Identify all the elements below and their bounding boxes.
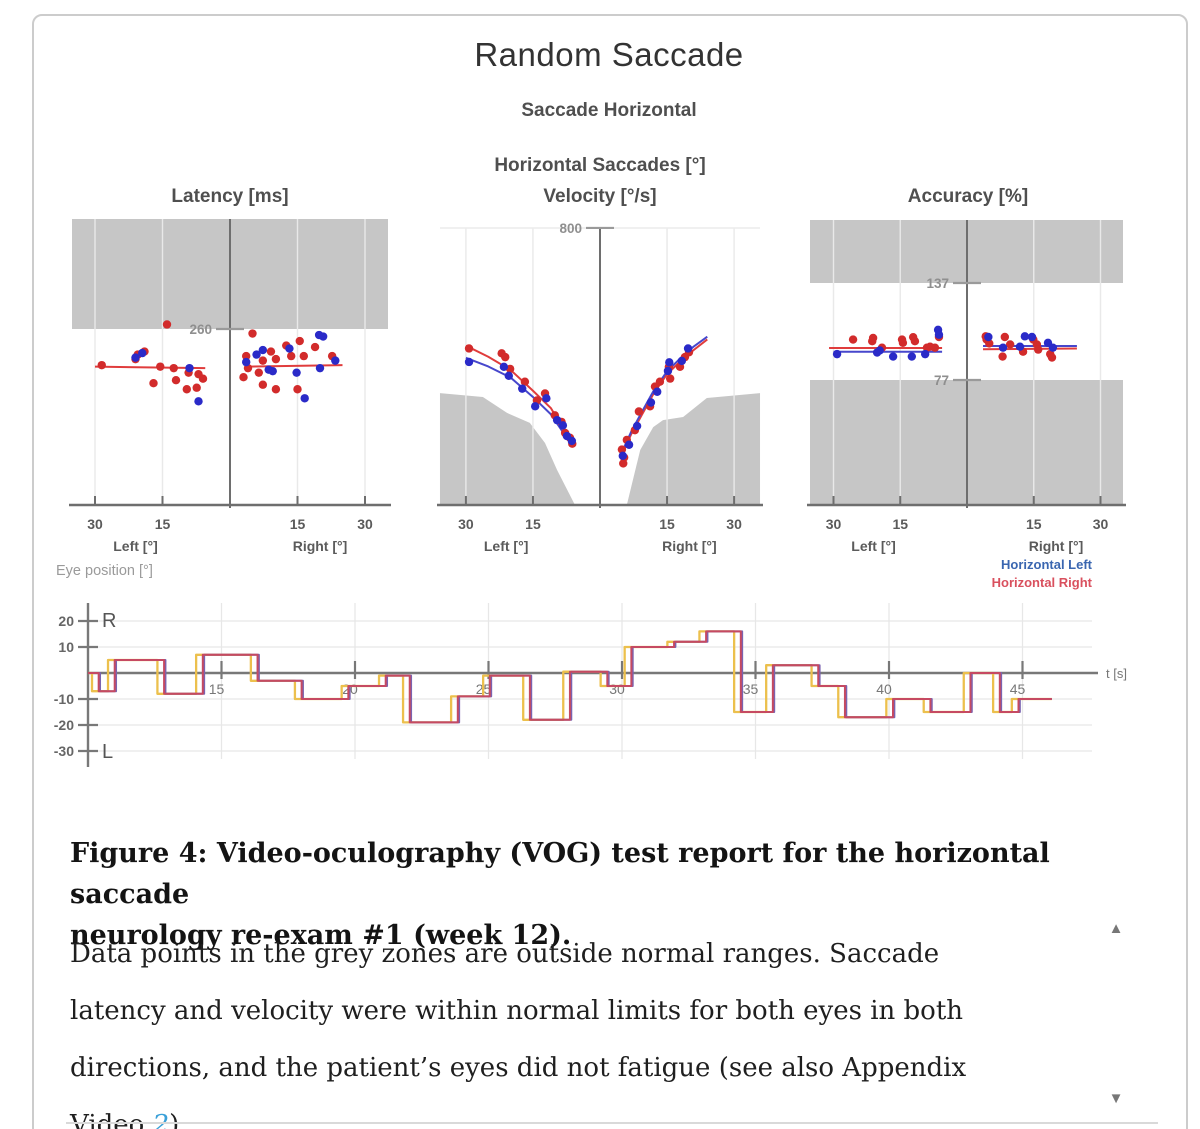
svg-text:45: 45	[1010, 681, 1026, 697]
svg-text:-20: -20	[54, 717, 74, 733]
figure-caption-heading: Figure 4: Video-oculography (VOG) test r…	[70, 838, 1050, 951]
svg-text:15: 15	[659, 516, 675, 532]
svg-text:30: 30	[458, 516, 474, 532]
svg-text:10: 10	[58, 639, 74, 655]
svg-text:800: 800	[559, 221, 582, 236]
svg-text:30: 30	[1093, 516, 1109, 532]
svg-text:15: 15	[290, 516, 306, 532]
svg-text:-30: -30	[54, 743, 74, 759]
svg-text:Right [°]: Right [°]	[293, 538, 348, 554]
svg-text:30: 30	[357, 516, 373, 532]
page-title: Random Saccade	[474, 36, 744, 73]
svg-text:15: 15	[1026, 516, 1042, 532]
svg-text:137: 137	[926, 276, 949, 291]
svg-text:260: 260	[189, 322, 212, 337]
accuracy-chart: 137 77 30 30 15 15 Left [°] Right [°]	[807, 220, 1126, 554]
svg-text:R: R	[102, 610, 116, 632]
page-subtitle: Saccade Horizontal	[521, 100, 697, 121]
legend-horizontal-left: Horizontal Left	[1001, 557, 1092, 572]
section-divider	[66, 1122, 1158, 1124]
svg-text:30: 30	[726, 516, 742, 532]
legend-horizontal-right: Horizontal Right	[991, 575, 1092, 590]
report-card	[32, 14, 1188, 1129]
svg-text:Left [°]: Left [°]	[484, 538, 528, 554]
svg-text:Right [°]: Right [°]	[1029, 538, 1084, 554]
eye-trace-legend: Horizontal Left Horizontal Right	[880, 556, 1092, 592]
eye-position-axis-title: Eye position [°]	[56, 563, 153, 579]
caption-body-lines: Data points in the grey zones are outsid…	[70, 939, 967, 1083]
svg-text:15: 15	[209, 681, 225, 697]
svg-text:30: 30	[87, 516, 103, 532]
scroll-down-icon[interactable]: ▼	[1108, 1090, 1124, 1107]
accuracy-chart-title: Accuracy [%]	[907, 186, 1029, 207]
svg-text:t [s]: t [s]	[1106, 666, 1127, 681]
svg-text:15: 15	[155, 516, 171, 532]
latency-chart-title: Latency [ms]	[171, 186, 289, 207]
velocity-chart-title: Velocity [°/s]	[543, 186, 657, 207]
svg-text:77: 77	[934, 373, 949, 388]
velocity-chart-suptitle: Horizontal Saccades [°]	[494, 155, 706, 176]
caption-last-line: Video 2).	[70, 1097, 1115, 1129]
caption-last-line-suffix: ).	[169, 1110, 188, 1129]
svg-text:15: 15	[525, 516, 541, 532]
svg-text:Right [°]: Right [°]	[662, 538, 717, 554]
svg-text:30: 30	[826, 516, 842, 532]
svg-text:40: 40	[876, 681, 892, 697]
figure-caption-body: Data points in the grey zones are outsid…	[70, 926, 1115, 1129]
svg-text:15: 15	[892, 516, 908, 532]
svg-text:30: 30	[609, 681, 625, 697]
latency-chart: 260 30 30 15 15 Left [°] Right [°]	[69, 219, 391, 554]
svg-text:-10: -10	[54, 691, 74, 707]
svg-text:20: 20	[58, 613, 74, 629]
svg-text:Left [°]: Left [°]	[851, 538, 895, 554]
caption-last-line-prefix: Video	[70, 1110, 153, 1129]
velocity-chart: 800 30 30 15 15 Left [°] Right [°]	[437, 221, 763, 554]
appendix-video-link[interactable]: 2	[152, 1110, 170, 1129]
svg-text:Left [°]: Left [°]	[113, 538, 157, 554]
svg-text:L: L	[102, 741, 113, 763]
scroll-up-icon[interactable]: ▲	[1108, 920, 1124, 937]
svg-text:35: 35	[743, 681, 759, 697]
